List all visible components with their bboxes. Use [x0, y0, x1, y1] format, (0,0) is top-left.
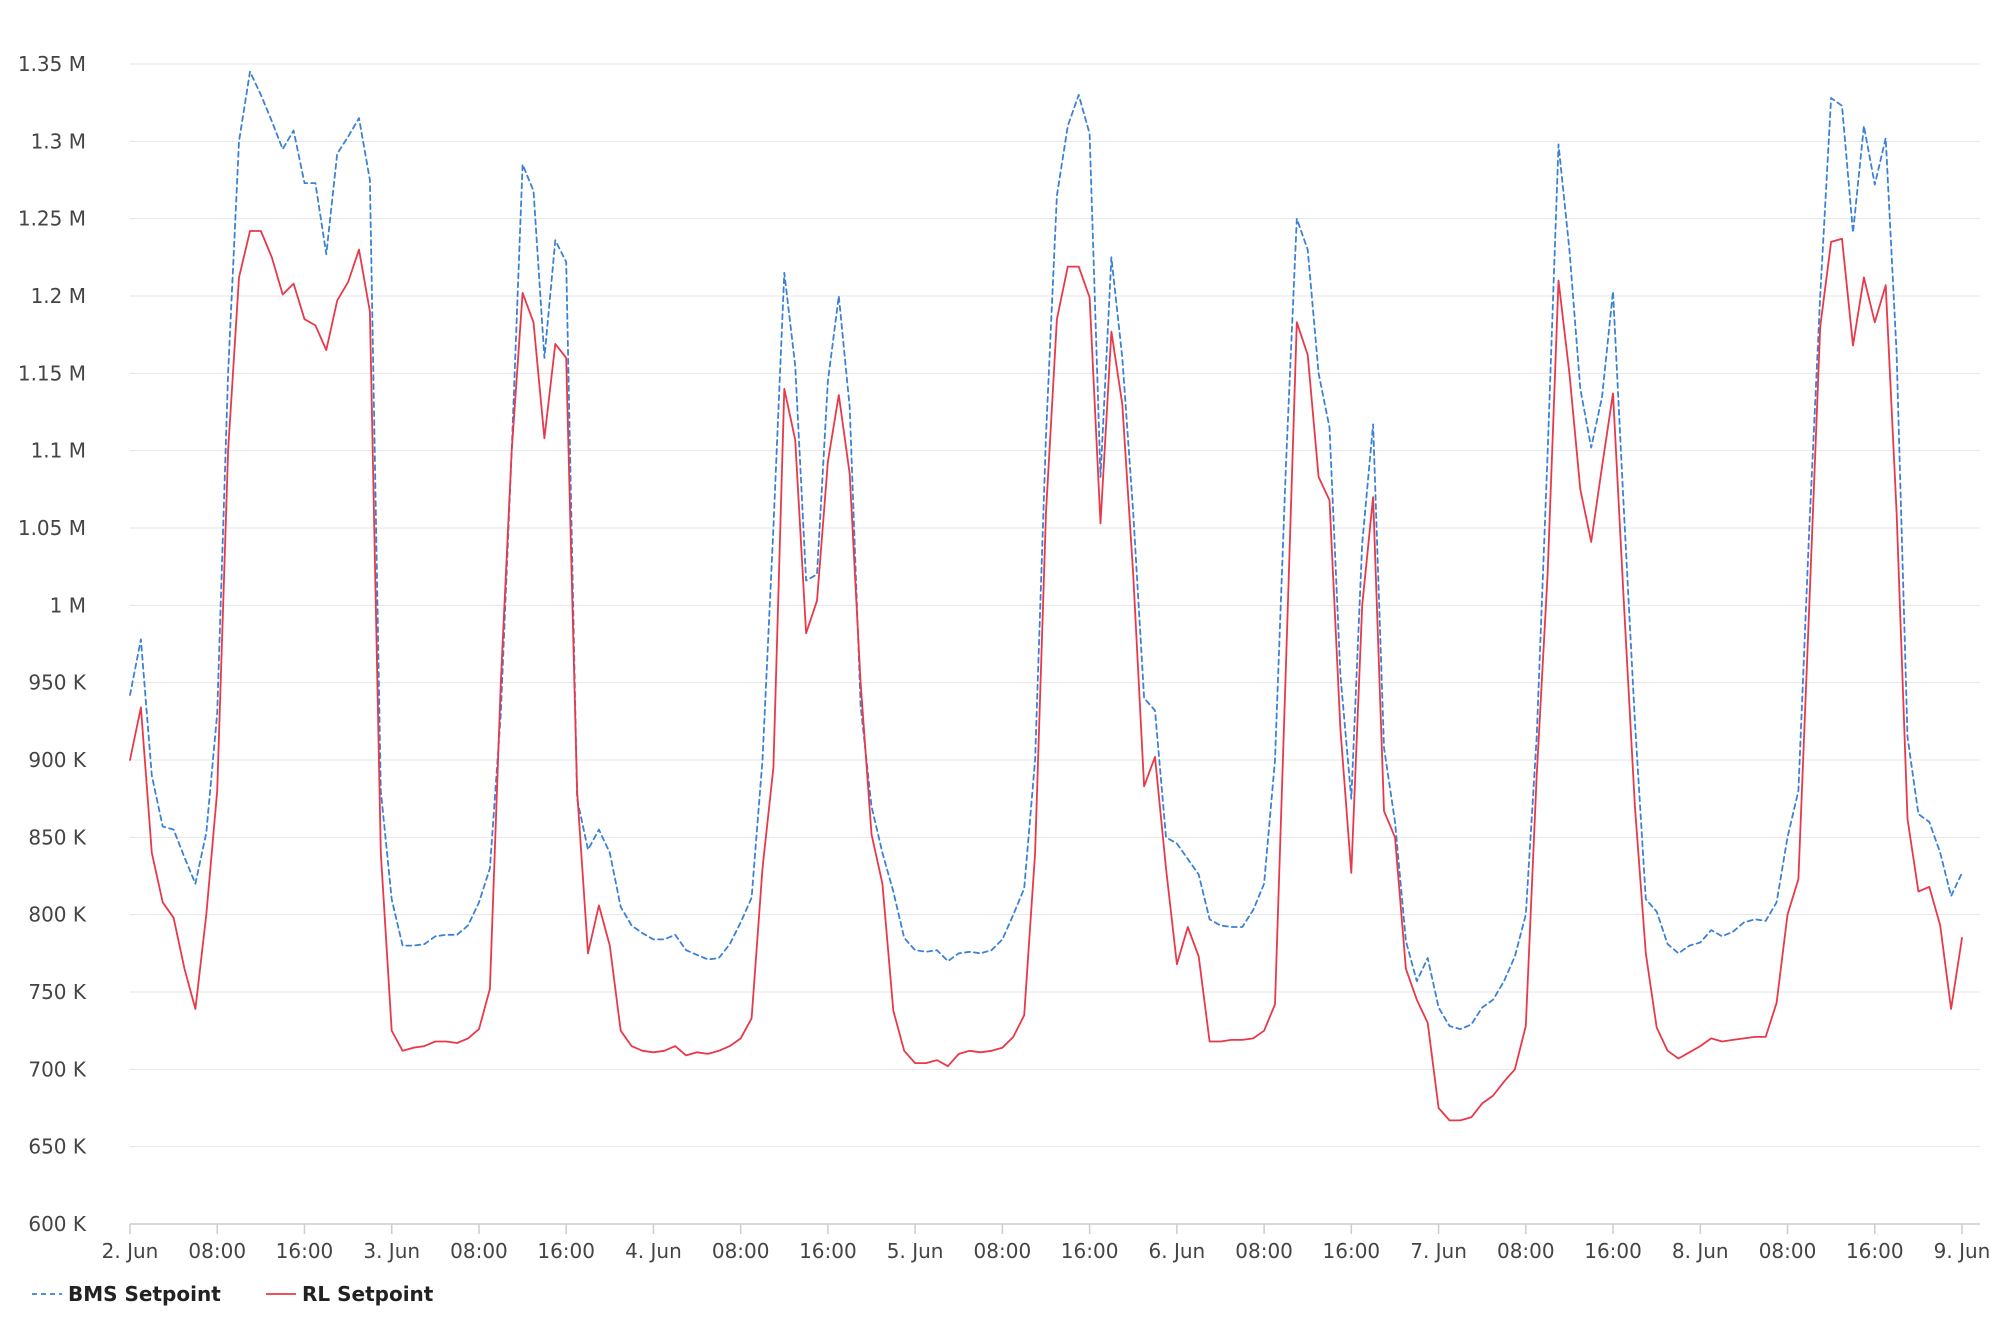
- series-line-rl-setpoint: [129, 230, 1963, 1122]
- legend-item-bms-setpoint[interactable]: BMS Setpoint: [32, 1282, 221, 1306]
- y-tick-label: 1.2 M: [31, 284, 86, 308]
- x-tick-label: 6. Jun: [1149, 1239, 1206, 1263]
- x-tick-label: 7. Jun: [1410, 1239, 1467, 1263]
- y-tick-label: 1.35 M: [18, 52, 86, 76]
- x-tick-label: 08:00: [1497, 1239, 1555, 1263]
- y-tick-label: 1 M: [50, 593, 86, 617]
- x-tick-label: 3. Jun: [363, 1239, 420, 1263]
- x-tick-label: 08:00: [974, 1239, 1032, 1263]
- y-tick-label: 1.3 M: [31, 129, 86, 153]
- legend[interactable]: BMS Setpoint RL Setpoint: [32, 1282, 434, 1306]
- y-tick-label: 950 K: [28, 671, 87, 695]
- x-tick-label: 16:00: [1323, 1239, 1381, 1263]
- x-tick-label: 08:00: [1759, 1239, 1817, 1263]
- x-tick-label: 08:00: [188, 1239, 246, 1263]
- x-tick-label: 16:00: [537, 1239, 595, 1263]
- y-tick-label: 750 K: [28, 980, 87, 1004]
- legend-label: BMS Setpoint: [68, 1282, 221, 1306]
- x-tick-label: 16:00: [276, 1239, 334, 1263]
- series-lines: [129, 70, 1963, 1122]
- x-tick-label: 9. Jun: [1934, 1239, 1991, 1263]
- y-tick-label: 650 K: [28, 1135, 87, 1159]
- y-tick-label: 1.05 M: [18, 516, 86, 540]
- x-tick-label: 2. Jun: [102, 1239, 159, 1263]
- y-axis-labels: 600 K 650 K 700 K 750 K 800 K 850 K 900 K 950 K…: [18, 52, 87, 1236]
- x-tick-label: 08:00: [1235, 1239, 1293, 1263]
- y-tick-label: 800 K: [28, 903, 87, 927]
- x-tick-label: 8. Jun: [1672, 1239, 1729, 1263]
- x-tick-label: 16:00: [1846, 1239, 1904, 1263]
- x-tick-label: 08:00: [712, 1239, 770, 1263]
- y-tick-label: 700 K: [28, 1057, 87, 1081]
- y-tick-label: 600 K: [28, 1212, 87, 1236]
- y-tick-label: 900 K: [28, 748, 87, 772]
- x-axis: 2. Jun 08:00 16:00 3. Jun 08:00 16:00 4. Jun 08…: [102, 1223, 1991, 1263]
- x-tick-label: 16:00: [799, 1239, 857, 1263]
- x-tick-label: 16:00: [1061, 1239, 1119, 1263]
- x-tick-label: 16:00: [1584, 1239, 1642, 1263]
- y-tick-label: 1.1 M: [31, 439, 86, 463]
- legend-item-rl-setpoint[interactable]: RL Setpoint: [266, 1282, 434, 1306]
- x-tick-label: 4. Jun: [625, 1239, 682, 1263]
- y-tick-label: 850 K: [28, 825, 87, 849]
- y-tick-label: 1.15 M: [18, 361, 86, 385]
- legend-label: RL Setpoint: [302, 1282, 434, 1306]
- y-tick-label: 1.25 M: [18, 207, 86, 231]
- x-tick-label: 08:00: [450, 1239, 508, 1263]
- x-tick-label: 5. Jun: [887, 1239, 944, 1263]
- series-line-bms-setpoint: [129, 70, 1963, 1030]
